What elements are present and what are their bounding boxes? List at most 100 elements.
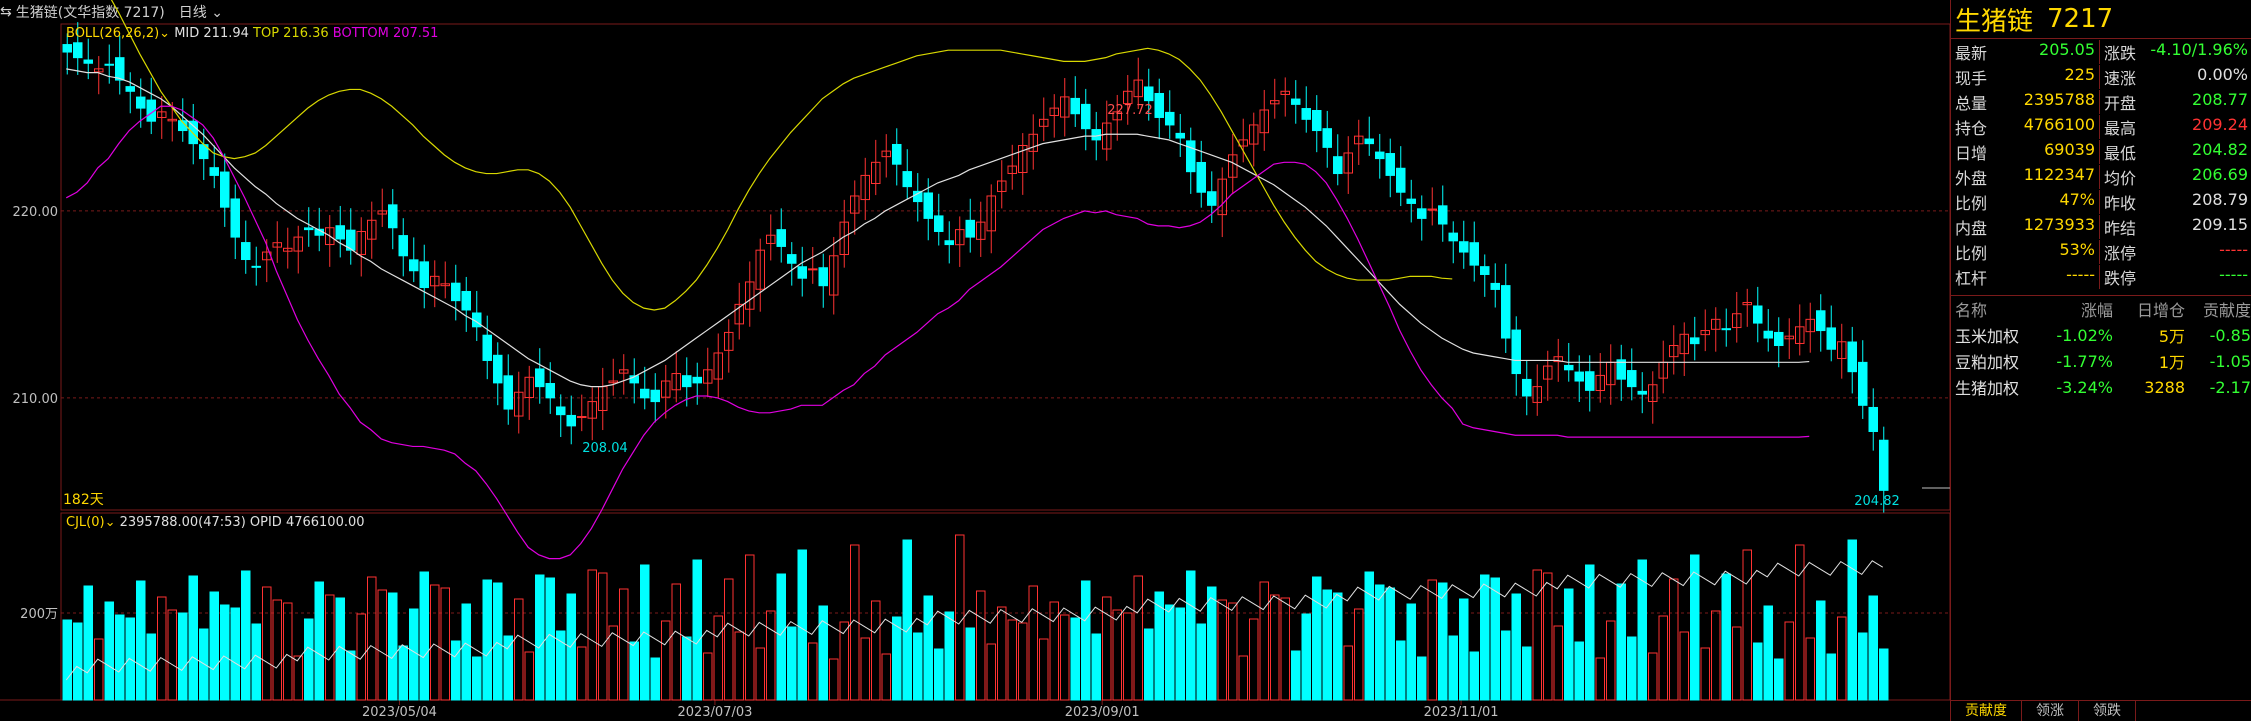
- quote-label: 速涨: [2104, 68, 2137, 88]
- volume-bar: [713, 615, 723, 701]
- contribution-name: 生猪加权: [1955, 379, 2020, 398]
- quote-label: 最高: [2104, 118, 2137, 138]
- volume-bar: [1795, 544, 1805, 701]
- candle-body: [1417, 208, 1427, 219]
- volume-bar: [1322, 589, 1332, 701]
- volume-bar: [650, 657, 660, 701]
- candle-body: [577, 416, 587, 419]
- volume-bar: [1564, 588, 1574, 701]
- candle-body: [1396, 167, 1406, 193]
- y-tick-label: 220.00: [13, 205, 59, 220]
- candle-body: [892, 143, 902, 165]
- y-tick-label: 210.00: [13, 392, 59, 407]
- candle-body: [1837, 341, 1847, 359]
- tab-0[interactable]: 贡献度: [1951, 701, 2022, 721]
- quote-row: 最新 205.05 涨跌 -4.10/1.96%: [1951, 39, 2251, 64]
- column-header[interactable]: 日增仓: [2136, 301, 2185, 320]
- quote-value: 204.82: [2192, 139, 2248, 159]
- quote-label: 昨结: [2104, 218, 2137, 238]
- boll-mid-line: [66, 68, 1810, 388]
- quote-label: 日增: [1955, 143, 1988, 163]
- column-header[interactable]: 涨幅: [2080, 301, 2113, 320]
- volume-bar: [1585, 564, 1595, 701]
- volume-bar: [1018, 622, 1028, 701]
- candle-body: [388, 204, 398, 229]
- quote-row: 外盘 1122347 均价 206.69: [1951, 164, 2251, 189]
- contribution-change: -1.77%: [2056, 351, 2113, 371]
- volume-bar: [451, 640, 461, 701]
- candle-body: [1228, 154, 1238, 178]
- quote-value: 53%: [2059, 239, 2095, 259]
- candle-body: [713, 352, 723, 380]
- volume-bar: [671, 583, 681, 701]
- volume-bar: [1070, 617, 1080, 701]
- contribution-increase: 3288: [2144, 377, 2185, 397]
- candle-body: [1459, 241, 1469, 253]
- candle-body: [1816, 310, 1826, 332]
- volume-bar: [1417, 656, 1427, 701]
- volume-bar: [1207, 586, 1217, 701]
- column-header[interactable]: 名称: [1955, 301, 1988, 320]
- volume-bar: [776, 573, 786, 701]
- kline-chart[interactable]: 220.00 210.00 200万 2023/05/04 2023/07/03 2023…: [0, 0, 1950, 721]
- candle-body: [1522, 378, 1532, 397]
- volume-bar: [1333, 592, 1343, 701]
- volume-bar: [1448, 635, 1458, 701]
- volume-bar: [1102, 596, 1112, 701]
- candle-body: [1574, 371, 1584, 382]
- quote-label: 昨收: [2104, 193, 2137, 213]
- candle-body: [419, 261, 429, 289]
- column-header[interactable]: 贡献度: [2202, 301, 2251, 320]
- volume-bar: [388, 592, 398, 701]
- quote-label: 均价: [2104, 168, 2137, 188]
- volume-bar: [871, 600, 881, 701]
- quote-value: 209.15: [2192, 214, 2248, 234]
- volume-bar: [1060, 614, 1070, 701]
- contribution-table: 名称 涨幅 日增仓 贡献度玉米加权 -1.02% 5万 -0.85 豆粕加权 -1.77% 1万 -…: [1951, 296, 2251, 400]
- candle-body: [503, 375, 513, 410]
- volume-bar: [1574, 641, 1584, 701]
- volume-bar: [797, 549, 807, 701]
- volume-bar: [556, 630, 566, 701]
- volume-bar: [209, 591, 219, 701]
- volume-bar: [1711, 610, 1721, 701]
- tab-1[interactable]: 领涨: [2022, 701, 2079, 721]
- quote-value: 225: [2064, 64, 2095, 84]
- candle-body: [1081, 103, 1091, 130]
- quote-row: 持仓 4766100 最高 209.24: [1951, 114, 2251, 139]
- candle-body: [1175, 132, 1185, 139]
- contribution-header: 名称 涨幅 日增仓 贡献度: [1951, 296, 2251, 322]
- volume-bar: [220, 604, 230, 701]
- contribution-row[interactable]: 生猪加权 -3.24% 3288 -2.17: [1951, 374, 2251, 400]
- candle-body: [1879, 439, 1889, 491]
- boll-top-line: [110, 0, 1453, 311]
- period-selector[interactable]: 日线 ⌄: [179, 2, 223, 22]
- volume-bar: [335, 597, 345, 701]
- candle-body: [1805, 318, 1815, 333]
- candle-body: [1217, 178, 1227, 216]
- volume-bar: [1280, 597, 1290, 701]
- volume-bar: [1837, 616, 1847, 701]
- volume-bar: [472, 656, 482, 701]
- candle-body: [167, 118, 177, 122]
- volume-bar: [1669, 578, 1679, 701]
- chart-type-icon[interactable]: ⇆: [0, 4, 12, 20]
- candle-body: [986, 195, 996, 232]
- quote-value: -4.10/1.96%: [2150, 39, 2248, 59]
- quote-label: 现手: [1955, 68, 1988, 88]
- contribution-row[interactable]: 豆粕加权 -1.77% 1万 -1.05: [1951, 348, 2251, 374]
- last-low-annotation: 204.82: [1854, 494, 1900, 509]
- candle-body: [724, 331, 734, 351]
- candle-body: [356, 230, 366, 255]
- candle-body: [1007, 165, 1017, 174]
- volume-bar: [1396, 640, 1406, 701]
- volume-bar: [1522, 646, 1532, 701]
- volume-bar: [913, 632, 923, 701]
- quote-row: 杠杆 ----- 跌停 -----: [1951, 264, 2251, 289]
- contribution-row[interactable]: 玉米加权 -1.02% 5万 -0.85: [1951, 322, 2251, 348]
- candle-body: [1060, 96, 1070, 118]
- candle-body: [1427, 208, 1437, 211]
- volume-bar: [892, 616, 902, 701]
- tab-2[interactable]: 领跌: [2079, 701, 2136, 721]
- volume-bar: [167, 609, 177, 701]
